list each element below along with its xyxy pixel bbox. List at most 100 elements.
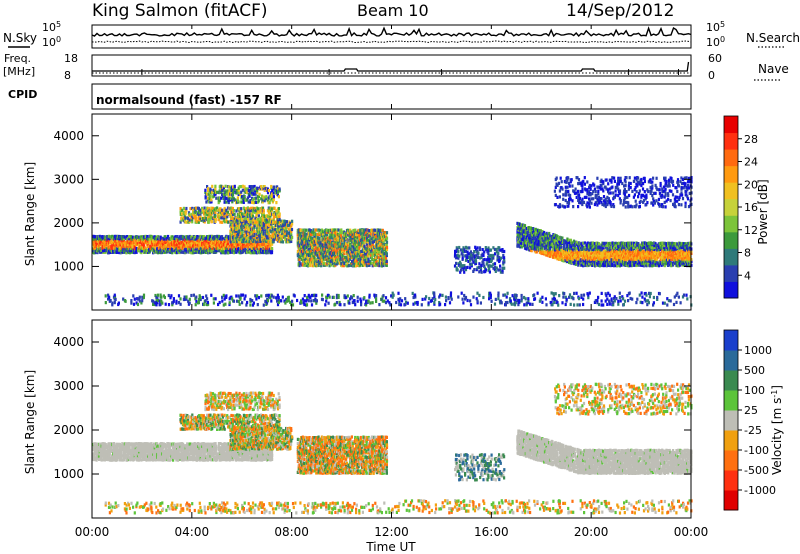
data-cell bbox=[269, 226, 272, 230]
data-cell bbox=[246, 210, 249, 214]
data-cell bbox=[146, 235, 149, 239]
data-cell bbox=[210, 206, 213, 210]
data-cell bbox=[133, 244, 136, 249]
freq-panel bbox=[91, 54, 692, 77]
data-cell bbox=[472, 269, 475, 273]
data-cell bbox=[277, 224, 280, 228]
data-cell bbox=[336, 244, 339, 248]
data-cell bbox=[178, 239, 181, 243]
data-cell bbox=[466, 246, 469, 250]
data-cell bbox=[211, 190, 214, 194]
data-cell bbox=[183, 243, 186, 247]
data-cell bbox=[186, 218, 190, 222]
data-cell bbox=[497, 251, 500, 255]
data-cell bbox=[465, 257, 468, 261]
data-cell bbox=[188, 220, 191, 224]
data-cell bbox=[197, 214, 200, 218]
data-cell bbox=[224, 219, 227, 224]
data-cell bbox=[582, 241, 585, 245]
noise-tick-right-bottom: 100 bbox=[706, 35, 725, 50]
data-cell bbox=[541, 248, 544, 252]
data-cell bbox=[284, 236, 287, 240]
data-cell bbox=[114, 245, 117, 249]
data-cell bbox=[377, 252, 380, 256]
data-cell bbox=[486, 248, 489, 252]
data-cell bbox=[242, 206, 245, 210]
data-cell bbox=[552, 237, 555, 241]
data-cell bbox=[232, 248, 235, 252]
data-cell bbox=[142, 243, 146, 247]
data-cell bbox=[290, 231, 293, 235]
data-cell bbox=[241, 212, 244, 216]
data-cell bbox=[208, 218, 211, 222]
data-cell bbox=[519, 241, 522, 245]
data-cell bbox=[184, 241, 187, 245]
nsearch-series-line bbox=[91, 40, 692, 44]
data-cell bbox=[141, 237, 144, 241]
data-cell bbox=[278, 212, 281, 216]
data-cell bbox=[334, 228, 337, 232]
data-cell bbox=[351, 234, 354, 238]
data-cell bbox=[365, 249, 368, 253]
data-cell bbox=[266, 236, 269, 240]
data-cell bbox=[526, 230, 529, 235]
data-cell bbox=[456, 253, 459, 257]
data-cell bbox=[253, 224, 256, 228]
data-cell bbox=[261, 206, 265, 210]
data-cell bbox=[103, 246, 106, 250]
data-cell bbox=[252, 206, 255, 210]
data-cell bbox=[250, 240, 253, 244]
data-cell bbox=[191, 220, 194, 224]
data-cell bbox=[259, 224, 262, 228]
data-cell bbox=[493, 247, 497, 252]
data-cell bbox=[374, 230, 377, 234]
data-cell bbox=[244, 220, 247, 224]
data-cell bbox=[117, 241, 120, 245]
data-cell bbox=[560, 245, 563, 250]
data-cell bbox=[284, 229, 287, 233]
data-cell bbox=[199, 216, 202, 220]
data-cell bbox=[253, 210, 256, 214]
data-cell bbox=[201, 208, 205, 212]
data-cell bbox=[354, 231, 357, 235]
data-cell bbox=[350, 244, 353, 248]
data-cell bbox=[328, 264, 331, 268]
data-cell bbox=[191, 247, 195, 251]
data-cell bbox=[285, 227, 288, 231]
nave-tick-top: 60 bbox=[708, 52, 722, 65]
data-cell bbox=[317, 228, 320, 232]
data-cell bbox=[221, 185, 225, 189]
data-cell bbox=[360, 232, 363, 236]
data-cell bbox=[241, 218, 244, 222]
data-cell bbox=[270, 184, 273, 189]
data-cell bbox=[226, 196, 230, 200]
data-cell bbox=[246, 223, 249, 227]
data-cell bbox=[358, 236, 361, 240]
data-cell bbox=[123, 250, 126, 254]
data-cell bbox=[556, 257, 559, 261]
data-cell bbox=[464, 268, 468, 272]
data-cell bbox=[223, 240, 226, 245]
data-cell bbox=[571, 241, 574, 245]
data-cell bbox=[228, 185, 231, 189]
data-cell bbox=[340, 231, 344, 235]
data-cell bbox=[331, 248, 334, 252]
data-cell bbox=[375, 252, 379, 256]
data-cell bbox=[362, 240, 365, 245]
data-cell bbox=[498, 255, 501, 259]
data-cell bbox=[245, 230, 248, 234]
data-cell bbox=[98, 234, 101, 238]
data-cell bbox=[291, 222, 294, 226]
data-cell bbox=[251, 198, 255, 202]
data-cell bbox=[300, 234, 304, 238]
data-cell bbox=[270, 248, 274, 252]
data-cell bbox=[260, 185, 263, 189]
data-cell bbox=[238, 185, 241, 189]
data-cell bbox=[323, 228, 326, 233]
data-cell bbox=[543, 230, 546, 235]
data-cell bbox=[463, 247, 466, 251]
data-cell bbox=[459, 264, 462, 268]
data-cell bbox=[562, 253, 565, 257]
data-cell bbox=[233, 245, 236, 249]
data-cell bbox=[278, 214, 281, 219]
